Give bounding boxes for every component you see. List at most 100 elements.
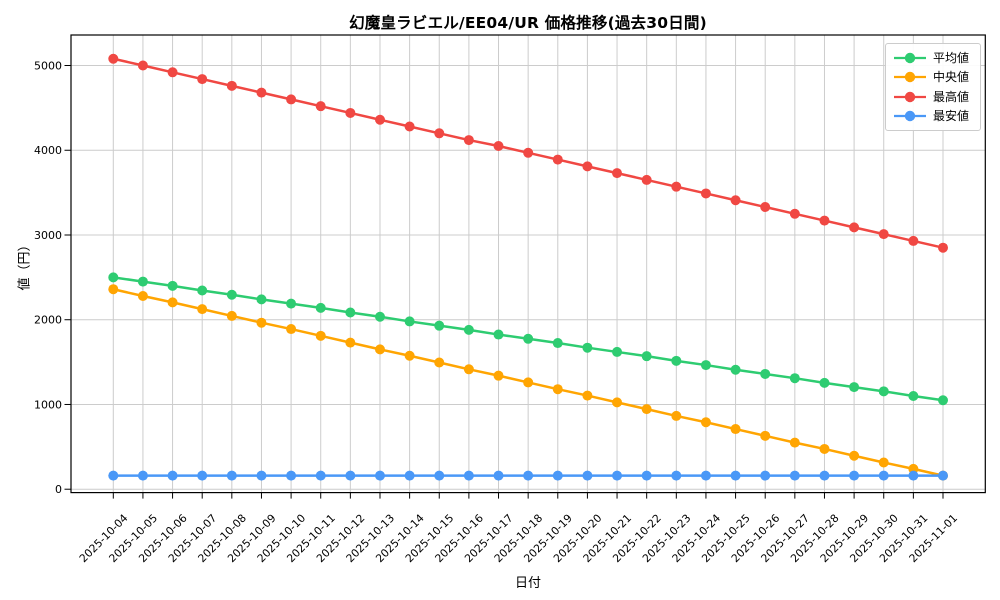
data-point	[523, 470, 534, 481]
data-point	[819, 470, 830, 481]
data-point	[789, 373, 800, 384]
data-point	[671, 410, 682, 421]
x-axis: 2025-10-042025-10-052025-10-062025-10-07…	[77, 492, 960, 565]
data-point	[256, 294, 267, 305]
data-point	[641, 470, 652, 481]
legend-marker-icon	[894, 91, 926, 102]
series-median	[108, 284, 948, 481]
legend: 平均値 中央値 最高値 最安値	[885, 43, 981, 131]
data-point	[197, 304, 208, 315]
data-point	[878, 386, 889, 397]
data-point	[374, 114, 385, 125]
data-point	[463, 135, 474, 146]
y-tick-label: 5000	[34, 60, 62, 73]
data-point	[700, 470, 711, 481]
y-tick-label: 0	[55, 483, 62, 496]
data-point	[434, 357, 445, 368]
chart-title: 幻魔皇ラビエル/EE04/UR 価格推移(過去30日間)	[349, 14, 707, 32]
data-point	[137, 276, 148, 287]
data-point	[226, 470, 237, 481]
data-point	[493, 370, 504, 381]
data-point	[197, 285, 208, 296]
data-point	[552, 154, 563, 165]
y-tick-label: 1000	[34, 398, 62, 411]
data-point	[493, 470, 504, 481]
gridlines	[71, 35, 986, 493]
data-point	[404, 121, 415, 132]
data-point	[523, 377, 534, 388]
data-point	[671, 181, 682, 192]
data-point	[286, 298, 297, 309]
y-axis: 0 1000 2000 3000 4000 5000	[34, 60, 71, 496]
legend-marker-icon	[894, 52, 926, 63]
data-point	[137, 291, 148, 302]
data-point	[789, 437, 800, 448]
data-point	[286, 324, 297, 335]
data-point	[434, 470, 445, 481]
data-point	[789, 208, 800, 219]
data-point	[789, 470, 800, 481]
data-point	[286, 94, 297, 105]
data-point	[760, 470, 771, 481]
y-tick-label: 3000	[34, 229, 62, 242]
data-point	[849, 382, 860, 393]
data-point	[256, 317, 267, 328]
data-point	[374, 344, 385, 355]
data-point	[226, 80, 237, 91]
data-point	[345, 337, 356, 348]
data-point	[938, 242, 948, 253]
data-point	[463, 324, 474, 335]
data-point	[256, 470, 267, 481]
data-point	[938, 395, 948, 406]
data-point	[345, 307, 356, 318]
data-point	[878, 457, 889, 468]
data-point	[612, 168, 623, 179]
data-point	[730, 364, 741, 375]
data-point	[137, 60, 148, 71]
data-point	[345, 470, 356, 481]
series-min	[108, 470, 948, 481]
data-point	[286, 470, 297, 481]
data-point	[256, 87, 267, 98]
data-point	[819, 215, 830, 226]
data-point	[226, 289, 237, 300]
data-point	[552, 470, 563, 481]
data-point	[345, 107, 356, 118]
data-point	[582, 342, 593, 353]
legend-label: 最安値	[933, 109, 970, 124]
data-point	[730, 424, 741, 435]
data-point	[819, 443, 830, 454]
data-point	[641, 174, 652, 185]
data-point	[671, 355, 682, 366]
data-point	[463, 364, 474, 375]
data-point	[315, 470, 326, 481]
legend-label: 最高値	[933, 89, 970, 104]
data-point	[315, 101, 326, 112]
data-point	[108, 470, 119, 481]
data-point	[849, 222, 860, 233]
data-point	[226, 310, 237, 321]
data-point	[849, 470, 860, 481]
data-point	[463, 470, 474, 481]
legend-item-max: 最高値	[893, 87, 974, 107]
legend-label: 中央値	[933, 70, 970, 85]
data-point	[612, 470, 623, 481]
y-tick-label: 4000	[34, 144, 62, 157]
y-axis-label: 値（円）	[17, 238, 33, 291]
data-point	[582, 390, 593, 401]
data-point	[760, 368, 771, 379]
data-point	[612, 397, 623, 408]
data-point	[167, 67, 178, 78]
data-point	[700, 188, 711, 199]
legend-item-min: 最安値	[893, 107, 974, 127]
data-point	[878, 470, 889, 481]
data-point	[730, 470, 741, 481]
data-point	[760, 202, 771, 213]
data-point	[404, 316, 415, 327]
data-point	[552, 338, 563, 349]
series-max	[108, 53, 948, 253]
legend-marker-icon	[894, 111, 926, 122]
data-point	[700, 360, 711, 371]
data-point	[108, 284, 119, 295]
